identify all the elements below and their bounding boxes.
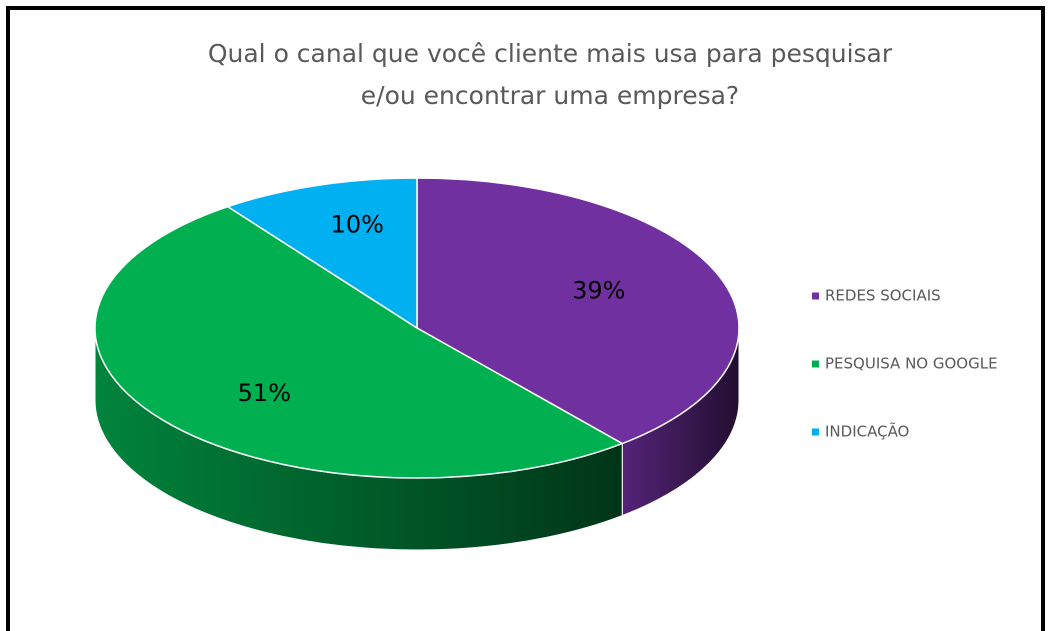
chart-title: Qual o canal que você cliente mais usa p… bbox=[208, 39, 893, 110]
legend: REDES SOCIAIS PESQUISA NO GOOGLE INDICAÇÃO bbox=[812, 287, 998, 441]
slice bbox=[226, 177, 418, 330]
legend-label: PESQUISA NO GOOGLE bbox=[825, 355, 998, 373]
slice bbox=[94, 205, 625, 479]
legend-swatch bbox=[812, 360, 819, 368]
slice bbox=[416, 177, 740, 445]
pie: 39% 51% 10% bbox=[94, 177, 740, 551]
legend-label: INDICAÇÃO bbox=[825, 422, 909, 441]
legend-swatch bbox=[812, 428, 819, 436]
legend-label: REDES SOCIAIS bbox=[825, 287, 941, 305]
data-label: 51% bbox=[238, 379, 291, 407]
frame bbox=[6, 6, 1045, 631]
data-label: 39% bbox=[572, 276, 625, 304]
data-label: 10% bbox=[331, 210, 384, 238]
legend-swatch bbox=[812, 292, 819, 300]
